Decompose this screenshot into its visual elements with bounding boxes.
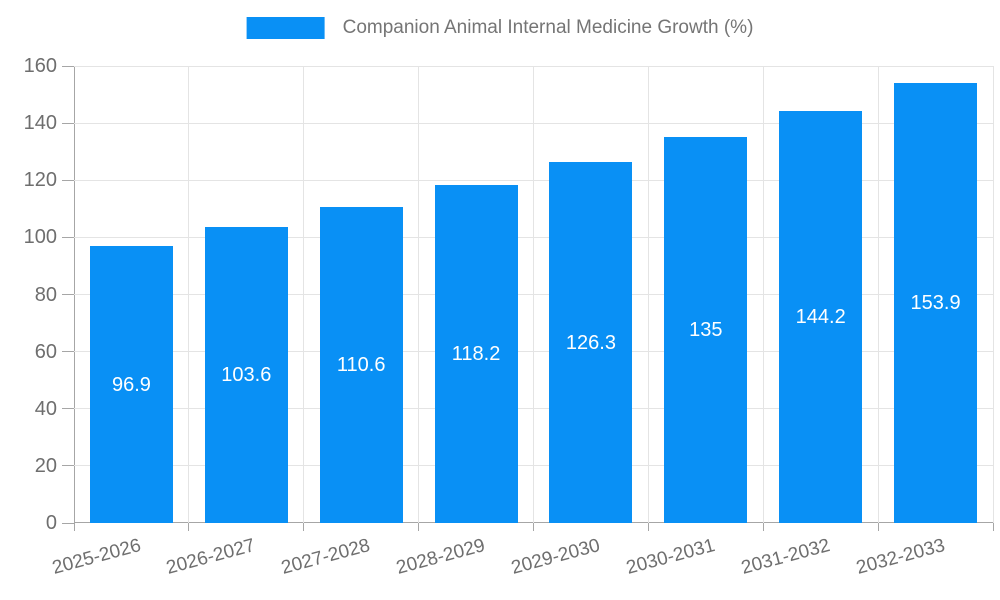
y-tick-label: 60 — [34, 340, 57, 363]
bar[interactable] — [204, 227, 288, 523]
bar-value-label: 103.6 — [221, 364, 272, 387]
x-tick — [992, 523, 994, 531]
x-tick — [647, 523, 649, 531]
x-grid-line — [647, 66, 649, 523]
x-tick-label: 2031-2032 — [738, 535, 833, 579]
legend-label: Companion Animal Internal Medicine Growt… — [342, 17, 754, 38]
y-tick — [62, 522, 74, 524]
y-tick — [62, 122, 74, 124]
x-grid-line — [992, 66, 994, 523]
y-tick — [62, 179, 74, 181]
y-tick-label: 100 — [23, 226, 57, 249]
bar-value-label: 144.2 — [795, 306, 846, 329]
x-grid-line — [533, 66, 534, 523]
bar-value-label: 96.9 — [111, 373, 151, 396]
y-tick — [62, 294, 74, 295]
y-tick-label: 0 — [45, 512, 57, 534]
x-grid-line — [418, 66, 420, 523]
x-tick — [877, 523, 879, 531]
x-tick — [73, 523, 75, 531]
x-tick-label: 2032-2033 — [853, 535, 947, 579]
bar[interactable] — [319, 207, 403, 523]
x-tick-label: 2025-2026 — [49, 535, 143, 579]
bar[interactable] — [779, 111, 863, 523]
y-tick — [62, 408, 74, 410]
bar[interactable] — [434, 185, 518, 523]
legend-swatch — [246, 17, 325, 39]
y-tick-label: 140 — [23, 112, 57, 135]
x-tick-label: 2026-2027 — [164, 535, 258, 579]
x-tick-label: 2028-2029 — [394, 535, 488, 579]
x-tick-label: 2030-2031 — [624, 535, 718, 579]
x-tick — [188, 523, 190, 531]
x-tick — [762, 523, 764, 531]
bar[interactable] — [664, 137, 748, 523]
y-tick-label: 120 — [23, 169, 57, 192]
x-tick-label: 2027-2028 — [279, 535, 373, 579]
bar[interactable] — [89, 246, 173, 523]
bar-value-label: 110.6 — [336, 354, 386, 377]
y-tick — [62, 65, 74, 67]
bar[interactable] — [894, 83, 978, 523]
bar-value-label: 118.2 — [451, 343, 501, 366]
bar-value-label: 153.9 — [910, 292, 961, 315]
y-tick-label: 80 — [34, 283, 57, 306]
x-grid-line — [762, 66, 764, 523]
bar-value-label: 135 — [689, 319, 723, 342]
x-tick — [418, 523, 420, 531]
x-grid-line — [303, 66, 305, 523]
x-tick — [303, 523, 305, 531]
legend[interactable]: Companion Animal Internal Medicine Growt… — [246, 17, 754, 39]
x-grid-line — [188, 66, 190, 523]
bar[interactable] — [549, 162, 633, 523]
y-tick — [62, 236, 74, 238]
x-tick — [533, 523, 534, 531]
y-tick — [62, 351, 74, 353]
y-tick-label: 160 — [23, 55, 57, 77]
plot-area: 0 20 40 60 80 100 120 140 160 96.9 2025-2026 103.6 2… — [24, 55, 994, 579]
y-tick-label: 40 — [34, 397, 57, 420]
y-tick-label: 20 — [34, 454, 57, 477]
bar-value-label: 126.3 — [565, 331, 616, 354]
x-grid-line — [877, 66, 879, 523]
y-tick — [62, 465, 74, 467]
x-tick-label: 2029-2030 — [509, 535, 603, 579]
